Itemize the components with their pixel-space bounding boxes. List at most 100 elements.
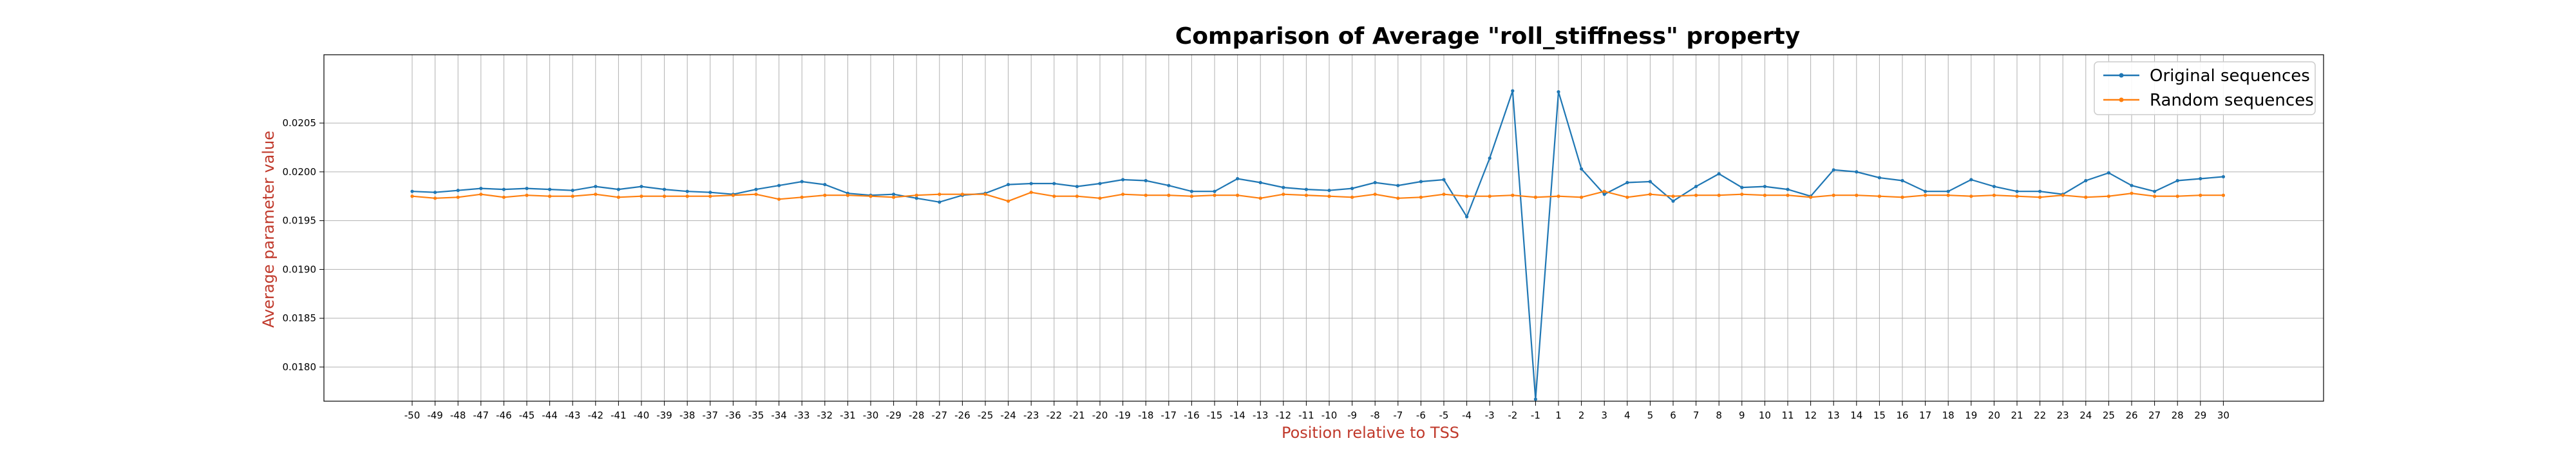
x-tick-label: 10	[1759, 410, 1771, 421]
x-tick-label: -48	[450, 410, 466, 421]
data-point	[2061, 193, 2065, 197]
x-tick-label: -1	[1531, 410, 1540, 421]
x-tick-label: 12	[1804, 410, 1817, 421]
data-point	[1121, 178, 1125, 182]
data-point	[456, 195, 460, 199]
data-point	[2153, 189, 2157, 193]
x-tick-label: -13	[1253, 410, 1269, 421]
x-tick-label: -7	[1393, 410, 1403, 421]
data-point	[1694, 184, 1698, 189]
x-tick-label: -5	[1439, 410, 1449, 421]
data-point	[2175, 194, 2179, 198]
x-tick-label: 16	[1896, 410, 1908, 421]
data-point	[410, 194, 414, 198]
data-point	[1236, 176, 1240, 181]
data-point	[1855, 193, 1859, 197]
x-tick-label: -49	[427, 410, 443, 421]
y-tick-label: 0.0180	[283, 361, 317, 373]
data-point	[800, 195, 804, 199]
x-tick-label: -8	[1370, 410, 1380, 421]
data-point	[1992, 184, 1996, 189]
data-point	[1442, 193, 1446, 196]
data-point	[1465, 194, 1469, 198]
data-point	[1602, 189, 1606, 193]
data-point	[892, 193, 896, 196]
data-point	[938, 193, 942, 196]
data-point	[1717, 193, 1721, 197]
data-point	[2084, 178, 2088, 183]
data-point	[869, 194, 873, 198]
data-point	[1098, 196, 1102, 200]
legend-label: Original sequences	[2150, 66, 2310, 86]
data-point	[433, 196, 437, 200]
data-point	[1098, 182, 1102, 185]
data-point	[1580, 167, 1584, 171]
data-point	[1282, 185, 1285, 189]
data-point	[1052, 182, 1056, 185]
data-point	[1029, 191, 1033, 194]
x-tick-label: -43	[565, 410, 581, 421]
x-tick-label: -16	[1184, 410, 1200, 421]
x-tick-label: -21	[1069, 410, 1085, 421]
data-point	[1786, 193, 1790, 197]
data-point	[1419, 195, 1423, 199]
data-point	[777, 184, 781, 187]
data-point	[708, 194, 712, 198]
data-point	[1213, 193, 1217, 197]
data-point	[2107, 171, 2110, 175]
data-point	[1189, 189, 1193, 193]
data-point	[2221, 193, 2225, 197]
y-axis-label: Average parameter value	[260, 131, 278, 328]
x-axis-label: Position relative to TSS	[1282, 424, 1459, 442]
x-tick-label: -6	[1416, 410, 1426, 421]
data-point	[2038, 189, 2042, 193]
x-tick-label: 4	[1624, 410, 1631, 421]
x-tick-label: -22	[1046, 410, 1063, 421]
data-point	[1694, 193, 1698, 197]
data-point	[1488, 156, 1492, 160]
data-point	[639, 194, 643, 198]
y-tick-label: 0.0195	[283, 215, 317, 227]
x-tick-label: 7	[1693, 410, 1700, 421]
data-point	[2199, 176, 2202, 181]
data-point	[479, 187, 483, 191]
x-tick-label: 19	[1965, 410, 1977, 421]
data-point	[1671, 194, 1675, 198]
data-point	[1602, 193, 1606, 196]
data-point	[754, 187, 758, 191]
data-point	[1969, 178, 1973, 182]
data-point	[708, 191, 712, 194]
x-tick-label: -30	[863, 410, 879, 421]
data-point	[754, 193, 758, 196]
data-point	[548, 187, 552, 191]
data-point	[1167, 193, 1171, 197]
data-point	[1740, 193, 1744, 196]
data-point	[1236, 193, 1240, 197]
data-point	[1855, 170, 1859, 174]
data-point	[525, 187, 529, 191]
data-point	[1946, 189, 1950, 193]
x-tick-label: 3	[1601, 410, 1607, 421]
data-point	[1121, 193, 1125, 196]
y-tick-label: 0.0185	[283, 312, 317, 324]
legend-swatch-marker	[2119, 73, 2124, 78]
data-point	[2130, 191, 2134, 195]
data-point	[823, 182, 827, 187]
x-tick-label: 1	[1555, 410, 1562, 421]
data-point	[1832, 193, 1835, 197]
x-tick-label: 17	[1919, 410, 1931, 421]
data-point	[1763, 193, 1766, 197]
data-point	[1167, 184, 1171, 187]
x-tick-label: -11	[1298, 410, 1314, 421]
x-tick-label: -24	[1000, 410, 1016, 421]
data-point	[1304, 193, 1308, 197]
x-tick-label: -28	[909, 410, 925, 421]
data-point	[777, 197, 781, 201]
data-point	[1533, 397, 1537, 401]
legend-label: Random sequences	[2150, 91, 2314, 110]
data-point	[639, 184, 643, 189]
x-tick-label: -45	[519, 410, 535, 421]
data-point	[1075, 184, 1079, 189]
